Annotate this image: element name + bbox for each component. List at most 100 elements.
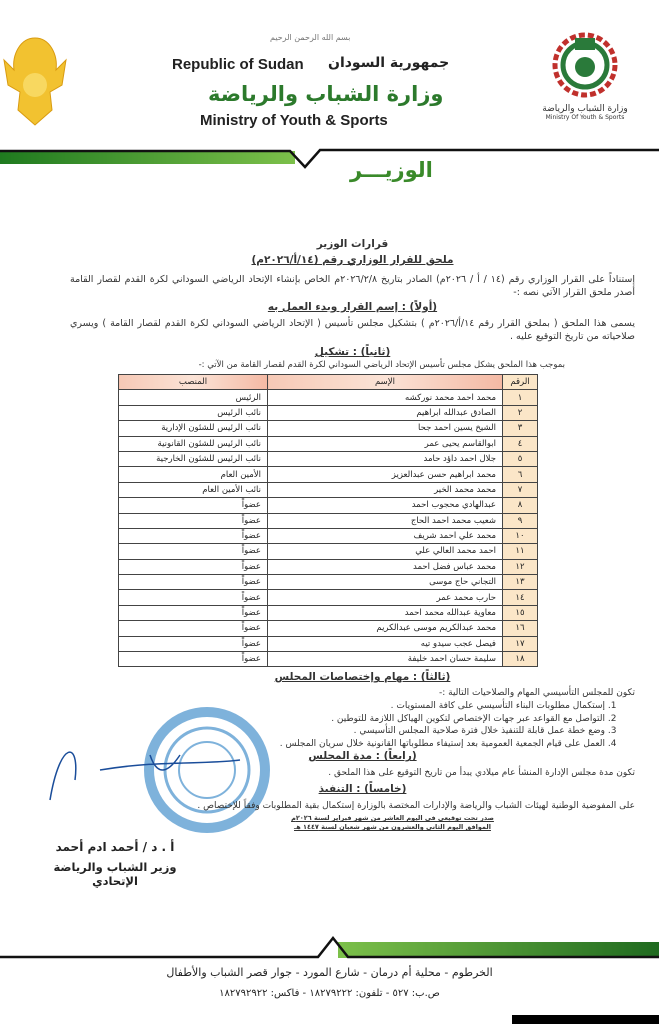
table-row: ١٤ حارب محمد عمر عضواً — [118, 589, 538, 606]
member-position: عضواً — [118, 574, 268, 591]
member-position: عضواً — [118, 635, 268, 653]
member-position: عضواً — [118, 651, 268, 668]
header-divider — [0, 148, 659, 169]
duty-item: وضع خطة عمل قابلة للتنفيذ خلال فترة صلاح… — [90, 725, 605, 738]
member-name: حارب محمد عمر — [267, 589, 503, 606]
table-row: ١٧ فيصل عجب سيدو تيه عضواً — [118, 635, 538, 653]
fourth-paragraph: تكون مدة مجلس الإدارة المنشأ عام ميلادي … — [328, 768, 635, 779]
row-number: ١ — [502, 389, 538, 406]
fifth-paragraph: على المفوضية الوطنية لهيئات الشباب والري… — [197, 801, 635, 812]
republic-en: Republic of Sudan — [172, 56, 304, 73]
document-flow: قرارات الوزير ملحق للقرار الوزاري رقم (١… — [53, 238, 635, 888]
ministry-ar: وزارة الشباب والرياضة — [208, 82, 444, 106]
member-name: فيصل عجب سيدو تيه — [267, 635, 503, 653]
member-name: معاوية عبدالله محمد احمد — [267, 604, 503, 622]
row-number: ٩ — [502, 512, 538, 529]
row-number: ١٠ — [502, 527, 538, 545]
corner-mark — [512, 1015, 659, 1024]
logo-caption-en: Ministry Of Youth & Sports — [545, 114, 625, 121]
member-name: ابوالقاسم يحيى عمر — [267, 435, 503, 452]
official-stamp-icon — [144, 707, 270, 833]
member-name: محمد عبدالكريم موسى عبدالكريم — [267, 620, 503, 637]
decree-title: ملحق للقرار الوزاري رقم (١٤/أ/٢٠٢٦م) — [251, 254, 454, 266]
row-number: ١٤ — [502, 589, 538, 606]
ministry-logo: وزارة الشباب والرياضة Ministry Of Youth … — [530, 30, 640, 121]
member-position: عضواً — [118, 512, 268, 529]
first-paragraph: يسمى هذا الملحق ( بملحق القرار رقم ١٤/أ/… — [70, 318, 635, 342]
member-name: احمد محمد العالي علي — [267, 543, 503, 560]
row-number: ١٨ — [502, 651, 538, 668]
member-position: الرئيس — [118, 389, 268, 406]
member-name: محمد عباس فضل احمد — [267, 558, 503, 576]
row-number: ٢ — [502, 404, 538, 422]
member-position: عضواً — [118, 497, 268, 514]
signer-name: أ . د / أحمد ادم أحمد — [55, 840, 175, 855]
duty-item: التواصل مع القواعد عبر جهات الإختصاص لتك… — [90, 713, 605, 726]
col-name: الإسم — [267, 373, 503, 391]
fourth-heading: (رابعاً) : مدة المجلس — [308, 750, 417, 763]
third-intro: تكون للمجلس التأسيسي المهام والصلاحيات ا… — [438, 688, 635, 699]
member-name: سليمة حسان احمد خليفة — [267, 651, 503, 668]
office-title: الوزيـــر — [350, 158, 433, 182]
row-number: ٧ — [502, 481, 538, 499]
member-position: عضواً — [118, 527, 268, 545]
fifth-heading: (خامساً) : التنفيذ — [318, 783, 407, 796]
table-row: ٧ محمد محمد الخير نائب الأمين العام — [118, 481, 538, 499]
member-position: نائب الرئيس للشئون الإدارية — [118, 420, 268, 437]
col-position: المنصب — [118, 373, 268, 391]
member-position: عضواً — [118, 620, 268, 637]
document-body-2: (ثالثاً) : مهام وإختصاصات المجلس تكون لل… — [70, 671, 635, 832]
table-row: ١ محمد احمد محمد نوركشه الرئيس — [118, 389, 538, 406]
row-number: ١٣ — [502, 574, 538, 591]
table-row: ٨ عبدالهادي محجوب احمد عضواً — [118, 497, 538, 514]
duty-item: العمل على قيام الجمعية العمومية بعد إستي… — [90, 738, 605, 751]
member-position: عضواً — [118, 543, 268, 560]
table-row: ١٨ سليمة حسان احمد خليفة عضواً — [118, 651, 538, 668]
issued-date-hijri: الموافق اليوم الثاني والعشرون من شهر شعب… — [294, 823, 491, 832]
duties-list: إستكمال مطلوبات البناء التأسيسي على كافة… — [90, 700, 635, 750]
member-name: الصادق عبدالله ابراهيم — [267, 404, 503, 422]
second-paragraph: بموجب هذا الملحق يشكل مجلس تأسيس الإتحاد… — [198, 360, 565, 370]
member-name: جلال احمد داؤد حامد — [267, 450, 503, 468]
table-header-row: الرقم الإسم المنصب — [118, 373, 538, 391]
table-row: ١٢ محمد عباس فضل احمد عضواً — [118, 558, 538, 576]
table-row: ٥ جلال احمد داؤد حامد نائب الرئيس للشئون ا… — [118, 450, 538, 468]
row-number: ١٦ — [502, 620, 538, 637]
member-position: عضواً — [118, 604, 268, 622]
duty-item: إستكمال مطلوبات البناء التأسيسي على كافة… — [90, 700, 605, 713]
table-row: ١١ احمد محمد العالي علي عضواً — [118, 543, 538, 560]
member-position: الأمين العام — [118, 466, 268, 483]
signature-icon — [49, 751, 241, 801]
table-row: ٢ الصادق عبدالله ابراهيم نائب الرئيس — [118, 404, 538, 422]
member-name: الشيخ يسين احمد جحا — [267, 420, 503, 437]
row-number: ٦ — [502, 466, 538, 483]
intro-paragraph: إستناداً على القرار الوزاري رقم (١٤ / أ … — [70, 274, 635, 298]
row-number: ١٥ — [502, 604, 538, 622]
member-position: نائب الأمين العام — [118, 481, 268, 499]
logo-caption-ar: وزارة الشباب والرياضة — [542, 104, 628, 114]
row-number: ١١ — [502, 543, 538, 560]
table-row: ٦ محمد ابراهيم حسن عبدالعزيز الأمين العام — [118, 466, 538, 483]
section-title: قرارات الوزير — [316, 238, 389, 250]
member-name: التجاني حاج موسى — [267, 574, 503, 591]
table-row: ٣ الشيخ يسين احمد جحا نائب الرئيس للشئون ا… — [118, 420, 538, 437]
table-row: ١٠ محمد علي احمد شريف عضواً — [118, 527, 538, 545]
table-row: ٤ ابوالقاسم يحيى عمر نائب الرئيس للشئون ال… — [118, 435, 538, 452]
footer-address: الخرطوم - محلية أم درمان - شارع المورد -… — [166, 966, 493, 979]
row-number: ٤ — [502, 435, 538, 452]
row-number: ٣ — [502, 420, 538, 437]
republic-ar: جمهورية السودان — [328, 55, 450, 71]
third-heading: (ثالثاً) : مهام وإختصاصات المجلس — [274, 671, 451, 684]
member-name: محمد محمد الخير — [267, 481, 503, 499]
row-number: ٨ — [502, 497, 538, 514]
col-number: الرقم — [502, 373, 538, 391]
ministry-logo-icon — [552, 32, 618, 98]
member-name: محمد ابراهيم حسن عبدالعزيز — [267, 466, 503, 483]
ministry-en: Ministry of Youth & Sports — [200, 112, 388, 129]
row-number: ١٧ — [502, 635, 538, 653]
signer-block: أ . د / أحمد ادم أحمد وزير الشباب والريا… — [30, 840, 200, 888]
member-name: محمد علي احمد شريف — [267, 527, 503, 545]
first-heading: (أولاً) : إسم القرار وبدء العمل به — [267, 301, 438, 313]
table-row: ١٦ محمد عبدالكريم موسى عبدالكريم عضواً — [118, 620, 538, 637]
row-number: ١٢ — [502, 558, 538, 576]
